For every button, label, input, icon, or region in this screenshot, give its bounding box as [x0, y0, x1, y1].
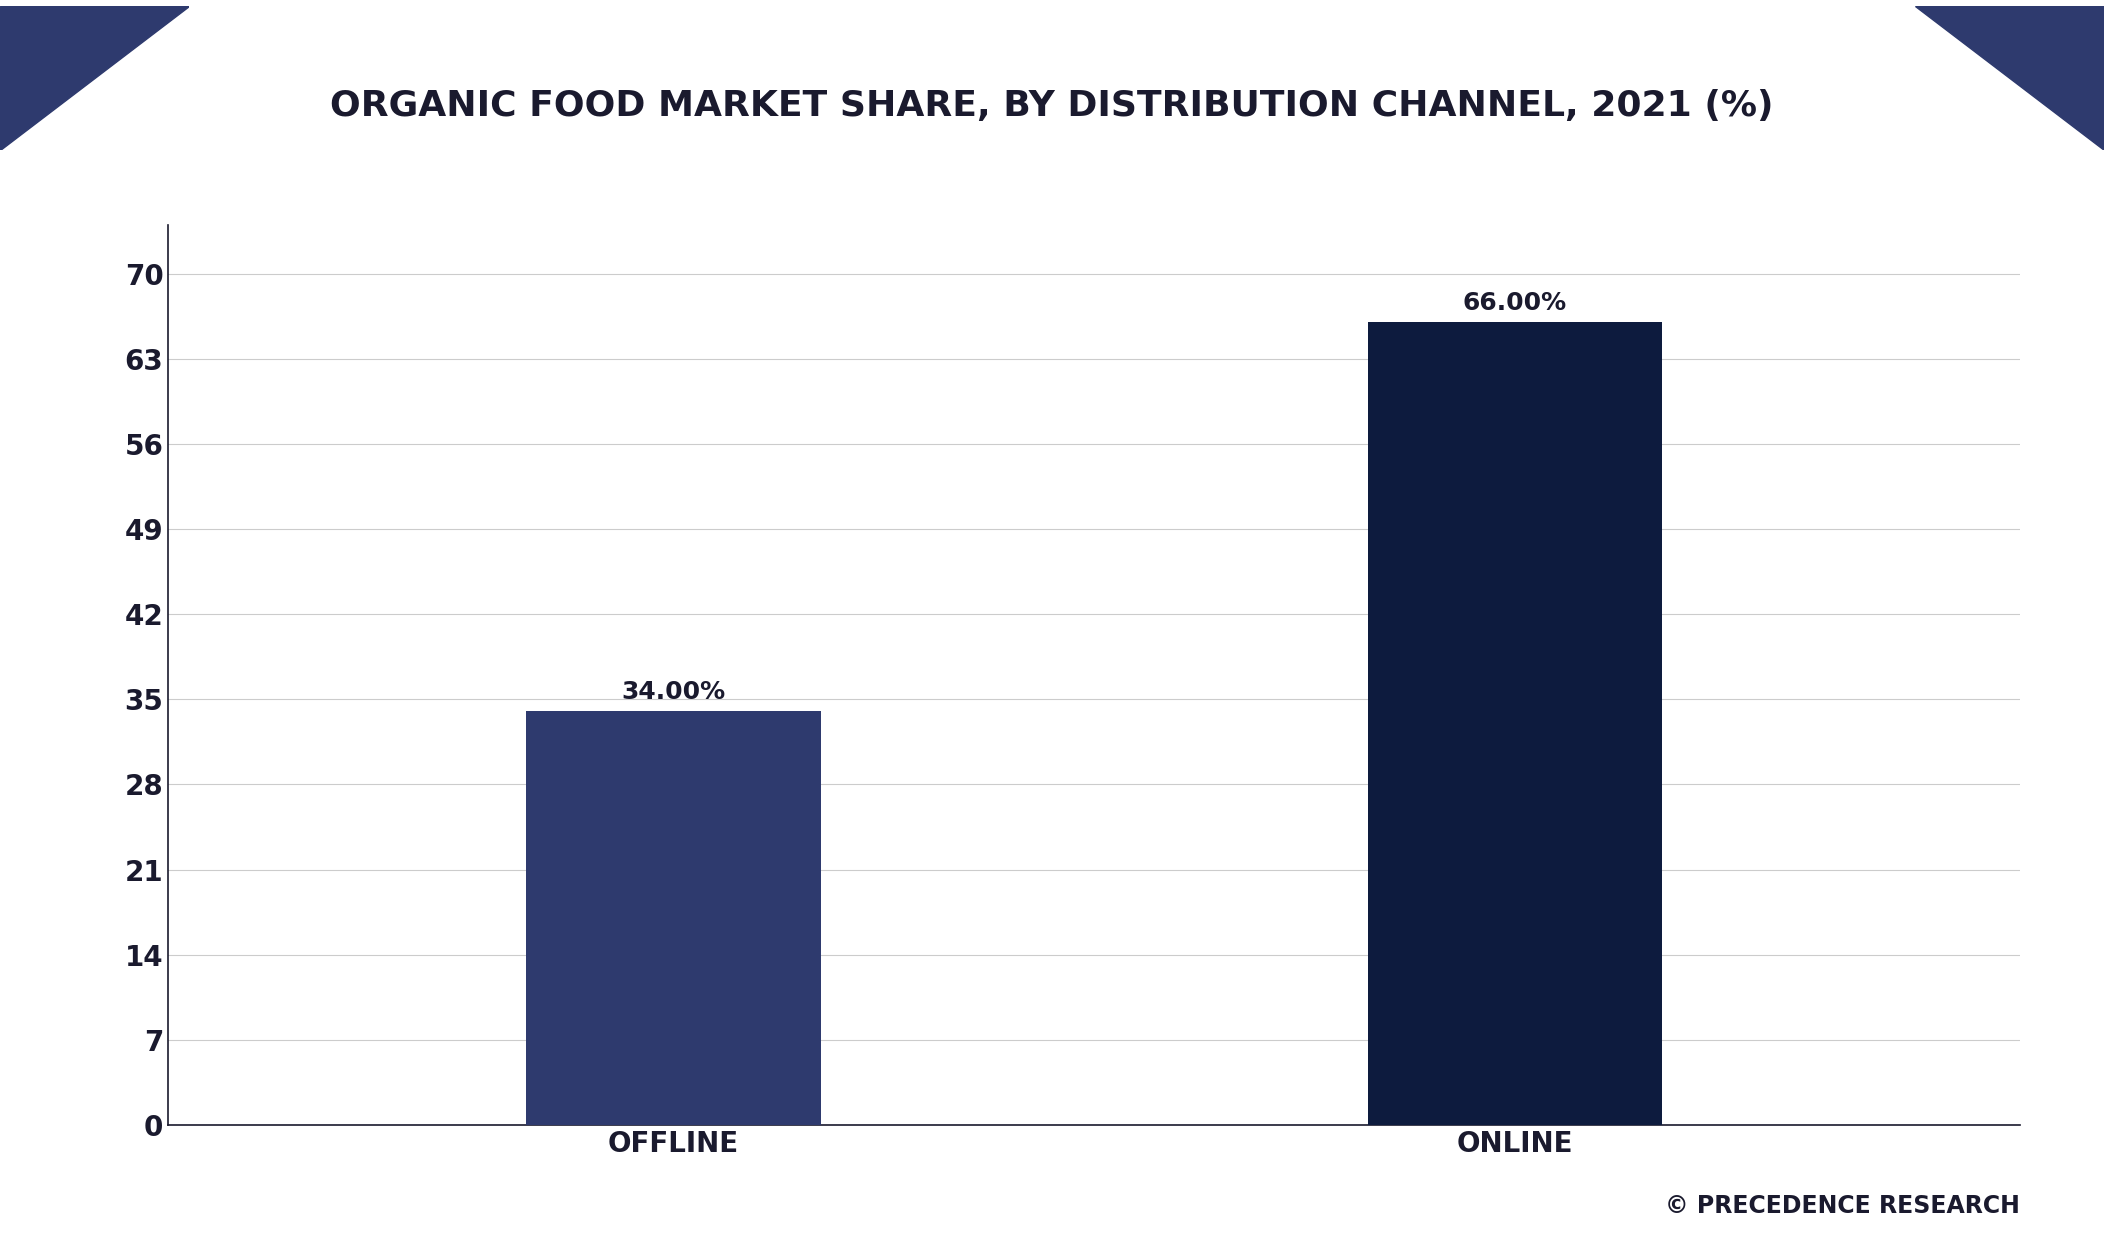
Bar: [1368, 322, 1662, 1125]
Text: 34.00%: 34.00%: [621, 680, 726, 704]
Text: ORGANIC FOOD MARKET SHARE, BY DISTRIBUTION CHANNEL, 2021 (%): ORGANIC FOOD MARKET SHARE, BY DISTRIBUTI…: [330, 89, 1774, 124]
Polygon shape: [0, 6, 189, 150]
Polygon shape: [1915, 6, 2104, 150]
Text: © PRECEDENCE RESEARCH: © PRECEDENCE RESEARCH: [1664, 1194, 2020, 1219]
Bar: [526, 711, 821, 1125]
Text: 66.00%: 66.00%: [1462, 291, 1567, 315]
